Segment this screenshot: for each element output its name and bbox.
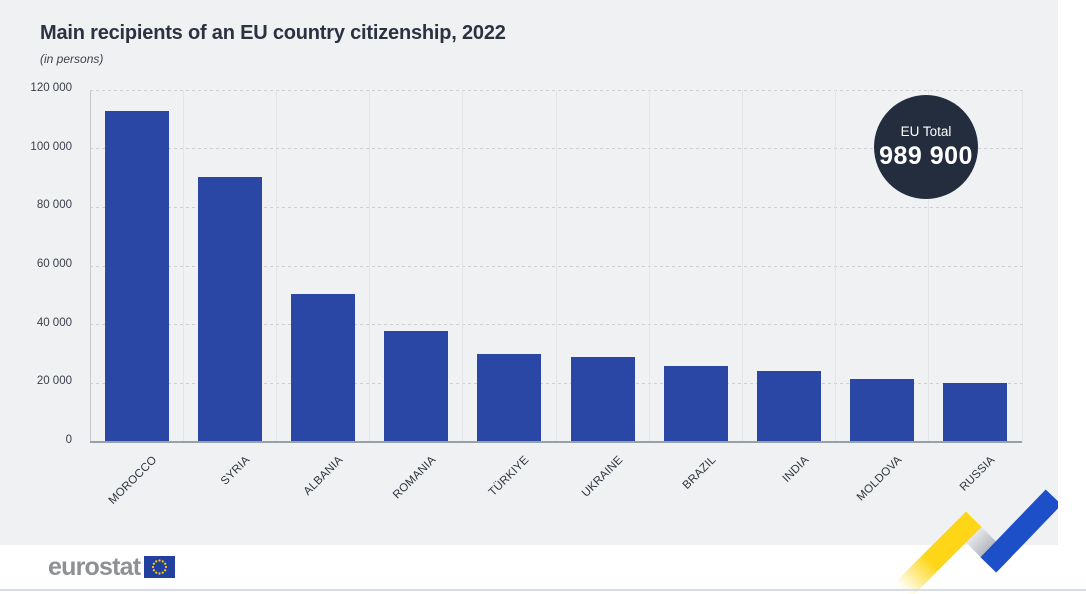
- column-separator: [275, 90, 277, 442]
- column-separator: [648, 90, 650, 442]
- column-separator: [1021, 90, 1023, 442]
- eurostat-logo-text: eurostat: [48, 552, 141, 581]
- bar-türkiye: [477, 354, 542, 442]
- chart-subtitle: (in persons): [40, 52, 104, 66]
- bar-russia: [943, 382, 1008, 442]
- chart-title: Main recipients of an EU country citizen…: [40, 22, 506, 44]
- column-separator: [555, 90, 557, 442]
- bar-morocco: [104, 111, 169, 442]
- bar-brazil: [663, 365, 728, 442]
- bar-ukraine: [570, 356, 635, 442]
- eu-total-badge: EU Total 989 900: [874, 95, 978, 199]
- ribbon-blue-segment: [980, 489, 1058, 573]
- column-separator: [462, 90, 464, 442]
- bottom-divider-line: [0, 589, 1086, 591]
- eurostat-logo: eurostat: [48, 551, 176, 583]
- eu-flag-icon: [144, 556, 176, 578]
- eu-flag-stars: [152, 559, 168, 575]
- y-tick-label-120000: 120 000: [30, 82, 72, 94]
- y-tick-label-0: 0: [65, 434, 72, 446]
- eu-total-value: 989 900: [879, 141, 973, 170]
- y-tick-label-60000: 60 000: [36, 258, 72, 270]
- chart-panel: [0, 0, 1058, 545]
- eu-total-label: EU Total: [900, 123, 952, 139]
- bar-moldova: [850, 379, 915, 442]
- bar-india: [757, 370, 821, 442]
- y-tick-label-20000: 20 000: [36, 375, 72, 388]
- column-separator: [835, 90, 837, 442]
- bar-albania: [291, 294, 355, 442]
- bar-romania: [384, 331, 449, 442]
- y-tick-label-40000: 40 000: [36, 316, 72, 329]
- column-separator: [369, 90, 371, 442]
- column-separator: [182, 90, 184, 442]
- x-axis-baseline: [90, 441, 1022, 443]
- bar-chart-plot-area: 0 20 000 40 000 60 000 80 000 100 000 120 000 M…: [30, 82, 1023, 507]
- column-separator: [928, 90, 930, 442]
- column-separator: [741, 90, 743, 442]
- y-tick-label-100000: 100 000: [30, 140, 72, 153]
- ribbon-yellow-segment: [887, 511, 982, 594]
- bar-syria: [197, 176, 262, 442]
- eurostat-ribbon-decoration: [887, 489, 1058, 594]
- y-tick-label-80000: 80 000: [36, 199, 72, 212]
